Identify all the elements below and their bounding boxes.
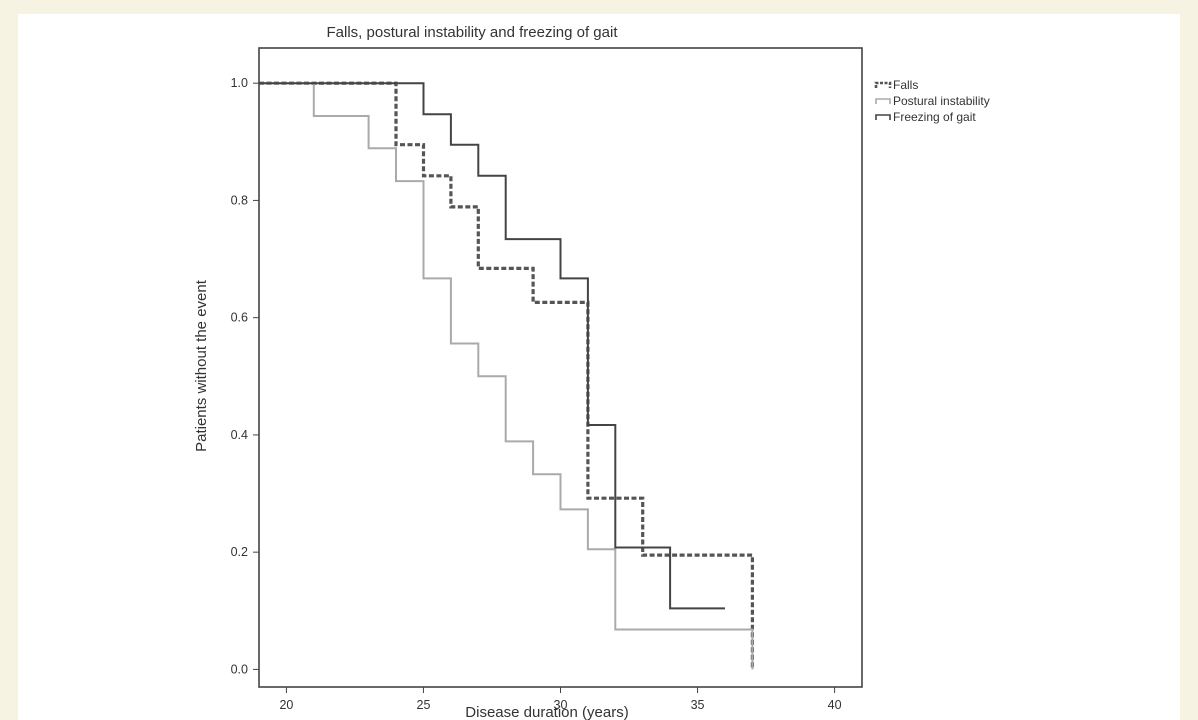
x-axis-label: Disease duration (years) xyxy=(465,704,628,720)
legend-label: Postural instability xyxy=(893,94,990,108)
legend-label: Freezing of gait xyxy=(893,110,976,124)
y-axis-label: Patients without the event xyxy=(193,279,210,452)
legend-swatch xyxy=(874,81,892,88)
plot-area-frame xyxy=(258,47,863,688)
series-layer xyxy=(259,81,755,670)
legend-label: Falls xyxy=(893,78,918,92)
y-tick-label: 0.8 xyxy=(231,193,248,207)
x-tick-label: 25 xyxy=(417,698,431,712)
y-tick-label: 1.0 xyxy=(231,76,248,90)
y-tick-label: 0.0 xyxy=(231,662,248,676)
legend-swatch xyxy=(875,114,891,120)
series-line-freezing-of-gait xyxy=(259,82,725,610)
y-tick-label: 0.4 xyxy=(231,428,248,442)
km-chart: Falls, postural instability and freezing… xyxy=(193,24,990,720)
y-tick-label: 0.6 xyxy=(231,311,248,325)
x-axis-ticks: 20 25 30 35 40 xyxy=(279,687,842,712)
series-line-falls xyxy=(259,81,755,670)
x-tick-label: 35 xyxy=(691,698,705,712)
y-tick-label: 0.2 xyxy=(231,545,248,559)
x-tick-label: 40 xyxy=(828,698,842,712)
chart-title: Falls, postural instability and freezing… xyxy=(327,24,619,41)
legend: Falls Postural instability Freezing of gai… xyxy=(874,78,990,124)
figure-frame: Falls, postural instability and freezing… xyxy=(18,14,1180,720)
legend-swatch xyxy=(875,98,891,104)
x-tick-label: 30 xyxy=(554,698,568,712)
x-tick-label: 20 xyxy=(279,698,293,712)
y-axis-ticks: 0.0 0.2 0.4 0.6 0.8 1.0 xyxy=(231,76,259,676)
series-line-postural-instability xyxy=(259,82,754,670)
